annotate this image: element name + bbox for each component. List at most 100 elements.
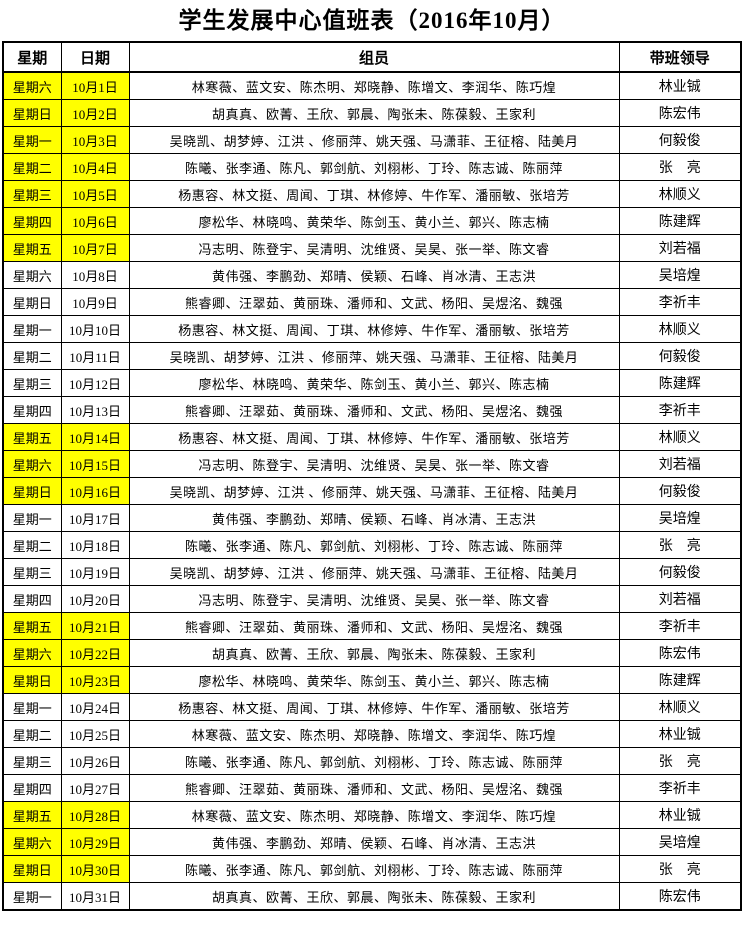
leader-cell: 李祈丰 <box>618 396 742 424</box>
members-cell: 林寒薇、蓝文安、陈杰明、郑晓静、陈增文、李润华、陈巧煌 <box>128 801 620 829</box>
members-cell: 黄伟强、李鹏劲、郑晴、侯颖、石峰、肖冰清、王志洪 <box>128 504 620 532</box>
date-cell: 10月25日 <box>60 720 130 748</box>
table-row: 星期三 10月5日 杨惠容、林文挺、周闻、丁琪、林修婷、牛作军、潘丽敏、张培芳 … <box>2 180 742 208</box>
leader-cell: 林顺义 <box>618 693 742 721</box>
weekday-cell: 星期五 <box>2 612 62 640</box>
weekday-cell: 星期日 <box>2 855 62 883</box>
date-cell: 10月28日 <box>60 801 130 829</box>
members-cell: 杨惠容、林文挺、周闻、丁琪、林修婷、牛作军、潘丽敏、张培芳 <box>128 693 620 721</box>
members-cell: 冯志明、陈登宇、吴清明、沈维贤、吴昊、张一举、陈文睿 <box>128 234 620 262</box>
members-cell: 胡真真、欧菁、王欣、郭晨、陶张未、陈葆毅、王家利 <box>128 639 620 667</box>
date-cell: 10月15日 <box>60 450 130 478</box>
weekday-cell: 星期六 <box>2 71 62 100</box>
leader-cell: 陈建辉 <box>618 207 742 235</box>
date-cell: 10月29日 <box>60 828 130 856</box>
date-cell: 10月16日 <box>60 477 130 505</box>
weekday-cell: 星期四 <box>2 207 62 235</box>
leader-cell: 林业铖 <box>618 801 742 829</box>
members-cell: 吴晓凯、胡梦婷、江洪 、修丽萍、姚天强、马潇菲、王征榕、陆美月 <box>128 558 620 586</box>
members-cell: 冯志明、陈登宇、吴清明、沈维贤、吴昊、张一举、陈文睿 <box>128 450 620 478</box>
weekday-cell: 星期三 <box>2 369 62 397</box>
table-row: 星期六 10月22日 胡真真、欧菁、王欣、郭晨、陶张未、陈葆毅、王家利 陈宏伟 <box>2 639 742 667</box>
members-cell: 黄伟强、李鹏劲、郑晴、侯颖、石峰、肖冰清、王志洪 <box>128 261 620 289</box>
members-cell: 杨惠容、林文挺、周闻、丁琪、林修婷、牛作军、潘丽敏、张培芳 <box>128 180 620 208</box>
leader-cell: 陈建辉 <box>618 369 742 397</box>
date-cell: 10月7日 <box>60 234 130 262</box>
weekday-cell: 星期六 <box>2 639 62 667</box>
date-cell: 10月11日 <box>60 342 130 370</box>
date-cell: 10月24日 <box>60 693 130 721</box>
table-row: 星期五 10月7日 冯志明、陈登宇、吴清明、沈维贤、吴昊、张一举、陈文睿 刘若福 <box>2 234 742 262</box>
leader-cell: 林顺义 <box>618 423 742 451</box>
leader-cell: 张 亮 <box>618 153 742 181</box>
table-row: 星期六 10月29日 黄伟强、李鹏劲、郑晴、侯颖、石峰、肖冰清、王志洪 吴培煌 <box>2 828 742 856</box>
weekday-cell: 星期三 <box>2 180 62 208</box>
weekday-cell: 星期四 <box>2 585 62 613</box>
members-cell: 陈曦、张李通、陈凡、郭剑航、刘栩彬、丁玲、陈志诚、陈丽萍 <box>128 153 620 181</box>
duty-table: 星期 日期 组员 带班领导 星期六 10月1日 林寒薇、蓝文安、陈杰明、郑晓静、… <box>2 41 742 911</box>
header-members: 组员 <box>128 41 620 73</box>
weekday-cell: 星期三 <box>2 747 62 775</box>
leader-cell: 李祈丰 <box>618 288 742 316</box>
date-cell: 10月13日 <box>60 396 130 424</box>
members-cell: 熊睿卿、汪翠茹、黄丽珠、潘师和、文武、杨阳、吴煜洺、魏强 <box>128 612 620 640</box>
leader-cell: 张 亮 <box>618 855 742 883</box>
weekday-cell: 星期一 <box>2 315 62 343</box>
members-cell: 吴晓凯、胡梦婷、江洪 、修丽萍、姚天强、马潇菲、王征榕、陆美月 <box>128 477 620 505</box>
members-cell: 吴晓凯、胡梦婷、江洪 、修丽萍、姚天强、马潇菲、王征榕、陆美月 <box>128 342 620 370</box>
members-cell: 廖松华、林晓鸣、黄荣华、陈剑玉、黄小兰、郭兴、陈志楠 <box>128 369 620 397</box>
date-cell: 10月6日 <box>60 207 130 235</box>
weekday-cell: 星期三 <box>2 558 62 586</box>
header-row: 星期 日期 组员 带班领导 <box>2 41 742 73</box>
leader-cell: 刘若福 <box>618 450 742 478</box>
date-cell: 10月2日 <box>60 99 130 127</box>
weekday-cell: 星期二 <box>2 153 62 181</box>
weekday-cell: 星期四 <box>2 774 62 802</box>
leader-cell: 何毅俊 <box>618 126 742 154</box>
date-cell: 10月22日 <box>60 639 130 667</box>
members-cell: 陈曦、张李通、陈凡、郭剑航、刘栩彬、丁玲、陈志诚、陈丽萍 <box>128 747 620 775</box>
weekday-cell: 星期一 <box>2 126 62 154</box>
date-cell: 10月31日 <box>60 882 130 911</box>
table-row: 星期二 10月18日 陈曦、张李通、陈凡、郭剑航、刘栩彬、丁玲、陈志诚、陈丽萍 … <box>2 531 742 559</box>
members-cell: 林寒薇、蓝文安、陈杰明、郑晓静、陈增文、李润华、陈巧煌 <box>128 720 620 748</box>
date-cell: 10月9日 <box>60 288 130 316</box>
weekday-cell: 星期日 <box>2 288 62 316</box>
weekday-cell: 星期二 <box>2 720 62 748</box>
date-cell: 10月1日 <box>60 71 130 100</box>
members-cell: 林寒薇、蓝文安、陈杰明、郑晓静、陈增文、李润华、陈巧煌 <box>128 71 620 100</box>
weekday-cell: 星期一 <box>2 693 62 721</box>
table-row: 星期四 10月6日 廖松华、林晓鸣、黄荣华、陈剑玉、黄小兰、郭兴、陈志楠 陈建辉 <box>2 207 742 235</box>
date-cell: 10月20日 <box>60 585 130 613</box>
table-row: 星期日 10月2日 胡真真、欧菁、王欣、郭晨、陶张未、陈葆毅、王家利 陈宏伟 <box>2 99 742 127</box>
table-row: 星期二 10月4日 陈曦、张李通、陈凡、郭剑航、刘栩彬、丁玲、陈志诚、陈丽萍 张… <box>2 153 742 181</box>
table-row: 星期四 10月13日 熊睿卿、汪翠茹、黄丽珠、潘师和、文武、杨阳、吴煜洺、魏强 … <box>2 396 742 424</box>
table-row: 星期一 10月17日 黄伟强、李鹏劲、郑晴、侯颖、石峰、肖冰清、王志洪 吴培煌 <box>2 504 742 532</box>
leader-cell: 李祈丰 <box>618 612 742 640</box>
leader-cell: 陈宏伟 <box>618 99 742 127</box>
weekday-cell: 星期一 <box>2 882 62 911</box>
members-cell: 吴晓凯、胡梦婷、江洪 、修丽萍、姚天强、马潇菲、王征榕、陆美月 <box>128 126 620 154</box>
weekday-cell: 星期一 <box>2 504 62 532</box>
members-cell: 熊睿卿、汪翠茹、黄丽珠、潘师和、文武、杨阳、吴煜洺、魏强 <box>128 288 620 316</box>
date-cell: 10月12日 <box>60 369 130 397</box>
leader-cell: 林顺义 <box>618 315 742 343</box>
leader-cell: 张 亮 <box>618 531 742 559</box>
weekday-cell: 星期五 <box>2 423 62 451</box>
table-row: 星期六 10月15日 冯志明、陈登宇、吴清明、沈维贤、吴昊、张一举、陈文睿 刘若… <box>2 450 742 478</box>
date-cell: 10月10日 <box>60 315 130 343</box>
leader-cell: 陈宏伟 <box>618 639 742 667</box>
table-row: 星期日 10月16日 吴晓凯、胡梦婷、江洪 、修丽萍、姚天强、马潇菲、王征榕、陆… <box>2 477 742 505</box>
members-cell: 廖松华、林晓鸣、黄荣华、陈剑玉、黄小兰、郭兴、陈志楠 <box>128 207 620 235</box>
duty-table-body: 星期六 10月1日 林寒薇、蓝文安、陈杰明、郑晓静、陈增文、李润华、陈巧煌 林业… <box>2 71 742 911</box>
table-row: 星期一 10月10日 杨惠容、林文挺、周闻、丁琪、林修婷、牛作军、潘丽敏、张培芳… <box>2 315 742 343</box>
leader-cell: 林业铖 <box>618 720 742 748</box>
weekday-cell: 星期二 <box>2 531 62 559</box>
date-cell: 10月19日 <box>60 558 130 586</box>
weekday-cell: 星期六 <box>2 828 62 856</box>
date-cell: 10月21日 <box>60 612 130 640</box>
date-cell: 10月3日 <box>60 126 130 154</box>
table-row: 星期一 10月24日 杨惠容、林文挺、周闻、丁琪、林修婷、牛作军、潘丽敏、张培芳… <box>2 693 742 721</box>
leader-cell: 何毅俊 <box>618 558 742 586</box>
